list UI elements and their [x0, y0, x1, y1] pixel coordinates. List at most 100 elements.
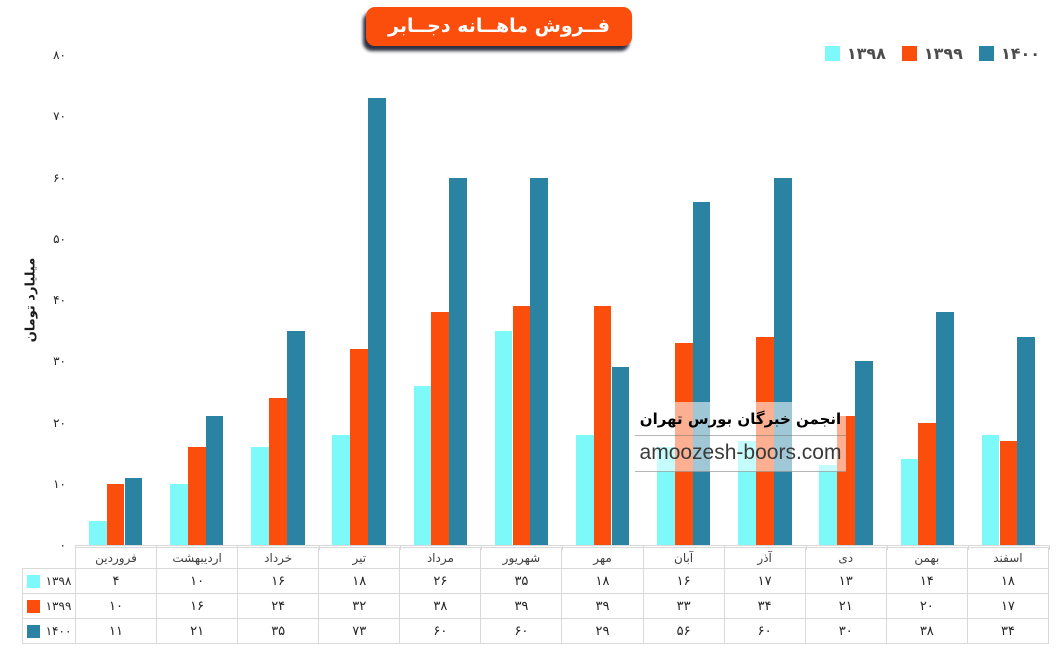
- bar: [773, 177, 792, 545]
- bar: [332, 434, 351, 546]
- value-cell: ۳۸: [885, 618, 968, 644]
- bar: [819, 465, 838, 545]
- table-row: ۱۳۹۹ ۱۰ ۱۶ ۲۴ ۳۲ ۳۸ ۳۹ ۳۹ ۳۳ ۳۴ ۲۱ ۲۰ ۱۷: [22, 593, 1050, 619]
- legend-item: ۱۳۹۹: [901, 44, 963, 63]
- bar: [269, 398, 287, 545]
- series-name: ۱۴۰۰: [45, 624, 72, 638]
- legend-item: ۱۳۹۸: [824, 44, 886, 63]
- x-axis-tick: [1049, 545, 1050, 550]
- value-cell: ۶۰: [723, 618, 806, 644]
- series-key-cell: ۱۳۹۸: [22, 568, 76, 594]
- value-cell: ۲۹: [561, 618, 644, 644]
- bar: [900, 459, 919, 546]
- bar: [1017, 336, 1036, 546]
- value-cell: ۳۴: [723, 593, 806, 619]
- bar: [251, 447, 269, 545]
- value-cell: ۶۰: [399, 618, 482, 644]
- y-tick-label: ۱۰: [53, 476, 66, 491]
- bar: [368, 97, 386, 545]
- y-tick-label: ۶۰: [53, 170, 66, 185]
- series-key: ۱۳۹۸: [24, 574, 75, 588]
- month-header-cell: آبان: [642, 547, 725, 569]
- series-key: ۱۴۰۰: [24, 624, 75, 638]
- y-tick-label: ۸۰: [53, 48, 66, 62]
- series-name: ۱۳۹۸: [45, 574, 72, 588]
- y-tick-label: ۰: [59, 538, 66, 552]
- bar: [413, 385, 432, 546]
- bar: [918, 422, 937, 545]
- bar: [855, 361, 873, 546]
- value-cell: ۱۳: [804, 568, 887, 594]
- value-cell: ۲۱: [156, 618, 239, 644]
- value-cell: ۱۶: [156, 593, 239, 619]
- watermark-site-url: amoozesh-boors.com: [635, 436, 846, 472]
- value-cell: ۵۶: [642, 618, 725, 644]
- table-header-row: فروردین اردیبهشت خرداد تیر مرداد شهریور مهر آبا…: [22, 547, 1050, 569]
- legend-label: ۱۳۹۹: [923, 44, 963, 63]
- bar: [936, 312, 954, 546]
- series-key-cell: ۱۳۹۹: [22, 593, 76, 619]
- y-tick-label: ۵۰: [53, 231, 66, 246]
- value-cell: ۱۸: [561, 568, 644, 594]
- month-header-cell: آذر: [723, 547, 806, 569]
- bar: [187, 447, 206, 545]
- table-row: ۱۳۹۸ ۴ ۱۰ ۱۶ ۱۸ ۲۶ ۳۵ ۱۸ ۱۶ ۱۷ ۱۳ ۱۴ ۱۸: [22, 568, 1050, 594]
- value-cell: ۱۱: [74, 618, 158, 644]
- value-cell: ۳۵: [237, 618, 320, 644]
- chart-title-badge: فــروش ماهــانه دجــابر: [366, 7, 632, 46]
- value-cell: ۶۰: [480, 618, 563, 644]
- value-cell: ۱۰: [74, 593, 158, 619]
- month-header-cell: دی: [804, 547, 887, 569]
- value-cell: ۳۹: [561, 593, 644, 619]
- bar: [286, 330, 305, 545]
- bar: [575, 434, 594, 546]
- bar: [530, 177, 549, 545]
- data-table: فروردین اردیبهشت خرداد تیر مرداد شهریور مهر آبا…: [22, 547, 1050, 644]
- bar: [170, 483, 188, 546]
- value-cell: ۴: [74, 568, 158, 594]
- value-cell: ۱۶: [642, 568, 725, 594]
- value-cell: ۱۸: [318, 568, 401, 594]
- bar: [494, 330, 513, 545]
- value-cell: ۳۳: [642, 593, 725, 619]
- value-cell: ۱۶: [237, 568, 320, 594]
- table-corner-cell: [22, 547, 76, 569]
- bar: [205, 416, 224, 545]
- month-header-cell: بهمن: [885, 547, 968, 569]
- y-tick-label: ۲۰: [53, 415, 66, 430]
- bar: [512, 306, 531, 545]
- month-header-cell: اسفند: [966, 547, 1050, 569]
- legend-swatch: [901, 46, 917, 61]
- value-cell: ۳۸: [399, 593, 482, 619]
- y-tick-label: ۳۰: [53, 354, 66, 369]
- bar: [593, 306, 612, 545]
- month-header-cell: خرداد: [237, 547, 320, 569]
- legend-label: ۱۴۰۰: [1000, 44, 1040, 63]
- series-swatch: [26, 599, 40, 613]
- y-tick-label: ۷۰: [53, 109, 66, 124]
- month-header-cell: اردیبهشت: [156, 547, 239, 569]
- value-cell: ۷۳: [318, 618, 401, 644]
- bar: [431, 312, 450, 546]
- value-cell: ۱۰: [156, 568, 239, 594]
- series-name: ۱۳۹۹: [45, 599, 72, 613]
- series-key-cell: ۱۴۰۰: [22, 618, 76, 644]
- value-cell: ۱۷: [723, 568, 806, 594]
- bar: [449, 177, 467, 545]
- watermark: انجمن خبرگان بورس تهران amoozesh-boors.c…: [635, 402, 846, 472]
- value-cell: ۲۰: [885, 593, 968, 619]
- bar: [124, 477, 143, 545]
- series-swatch: [26, 624, 40, 638]
- legend-swatch: [824, 46, 840, 61]
- value-cell: ۲۴: [237, 593, 320, 619]
- month-header-cell: فروردین: [74, 547, 158, 569]
- month-header-cell: مرداد: [399, 547, 482, 569]
- bar: [999, 440, 1018, 545]
- series-key: ۱۳۹۹: [24, 599, 75, 613]
- value-cell: ۲۱: [804, 593, 887, 619]
- month-header-cell: تیر: [318, 547, 401, 569]
- value-cell: ۳۴: [966, 618, 1050, 644]
- value-cell: ۳۹: [480, 593, 563, 619]
- y-tick-label: ۴۰: [53, 293, 66, 307]
